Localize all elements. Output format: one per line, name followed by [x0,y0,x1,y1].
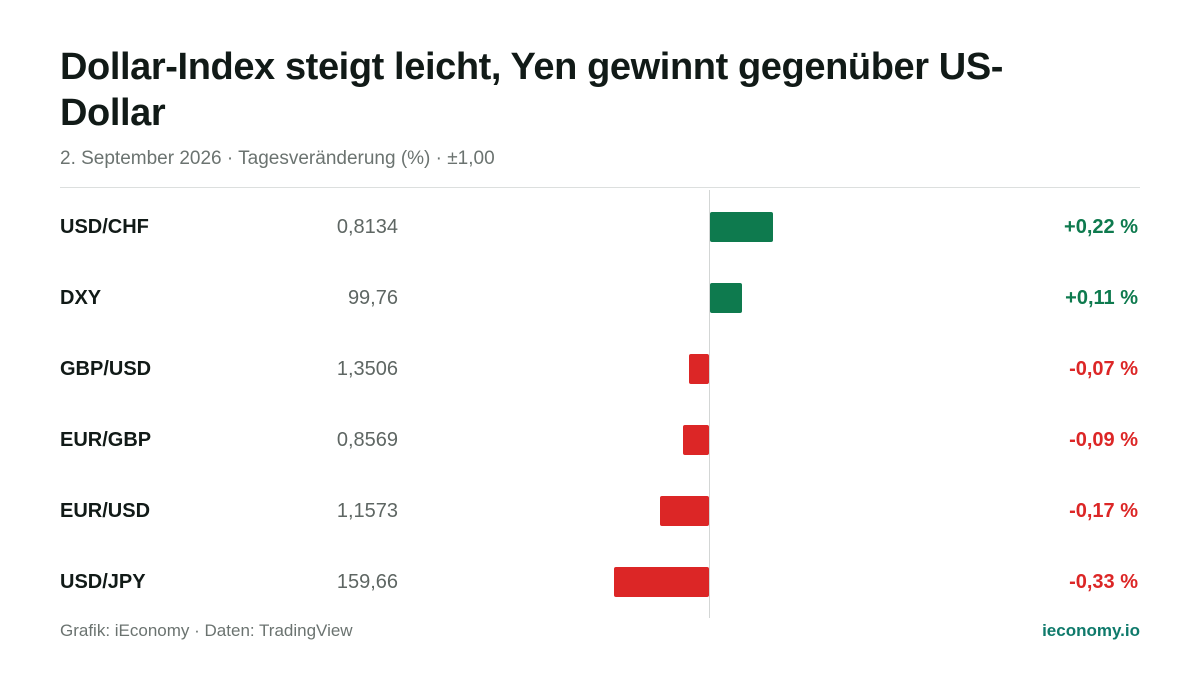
currency-pair-label: EUR/GBP [60,429,152,451]
negative-change-bar [683,425,709,455]
chart-row: EUR/GBP 0,8569 -0,09 % [60,424,1140,456]
currency-pair-label: USD/CHF [60,216,149,238]
negative-change-bar [660,496,709,526]
zero-axis-line [709,190,710,618]
price-value: 0,8569 [336,429,398,451]
source-note: Grafik: iEconomy · Daten: TradingView [60,621,353,640]
positive-change-bar [710,283,742,313]
chart-row: DXY 99,76 +0,11 % [60,282,1140,314]
price-value: 159,66 [336,571,398,593]
change-label: +0,11 % [1065,287,1138,309]
positive-change-bar [710,212,774,242]
price-value: 1,3506 [336,358,398,380]
currency-pair-label: GBP/USD [60,358,152,380]
price-value: 1,1573 [336,500,398,522]
change-label: -0,09 % [1069,429,1138,451]
change-label: +0,22 % [1064,216,1138,238]
chart-row: USD/CHF 0,8134 +0,22 % [60,211,1140,243]
change-label: -0,33 % [1069,571,1138,593]
negative-change-bar [613,567,709,597]
chart-row: USD/JPY 159,66 -0,33 % [60,566,1140,598]
change-label: -0,07 % [1069,358,1138,380]
change-label: -0,17 % [1069,500,1138,522]
currency-pair-label: USD/JPY [60,571,146,593]
header-divider [60,187,1140,188]
negative-change-bar [688,354,709,384]
chart-title: Dollar-Index steigt leicht, Yen gewinnt … [60,46,1004,134]
chart-row: GBP/USD 1,3506 -0,07 % [60,353,1140,385]
currency-pair-label: DXY [60,287,102,309]
brand-label: ieconomy.io [1042,621,1140,640]
price-value: 0,8134 [336,216,398,238]
chart-row: EUR/USD 1,1573 -0,17 % [60,495,1140,527]
currency-pair-label: EUR/USD [60,500,151,522]
chart-subtitle: 2. September 2026 · Tagesveränderung (%)… [60,148,495,169]
price-value: 99,76 [347,287,398,309]
